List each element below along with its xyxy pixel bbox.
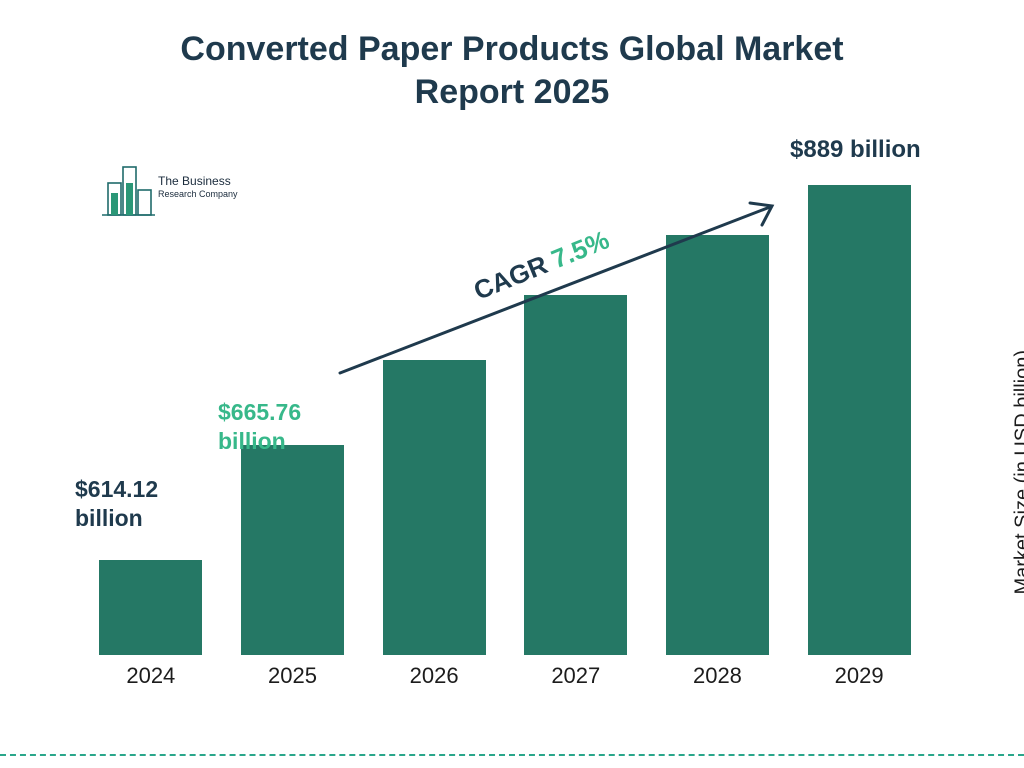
- value-label-2024: $614.12 billion: [75, 475, 158, 533]
- chart-title: Converted Paper Products Global Market R…: [0, 28, 1024, 113]
- x-category-label: 2029: [835, 663, 884, 689]
- x-category-label: 2024: [126, 663, 175, 689]
- bottom-dashed-border: [0, 754, 1024, 756]
- bar-2029: 2029: [808, 185, 911, 655]
- value-label-line1: $614.12: [75, 475, 158, 504]
- x-category-label: 2026: [410, 663, 459, 689]
- bar-rect: [99, 560, 202, 655]
- value-label-2025: $665.76 billion: [218, 398, 301, 456]
- bar-rect: [383, 360, 486, 655]
- title-line2: Report 2025: [0, 71, 1024, 114]
- x-category-label: 2028: [693, 663, 742, 689]
- x-category-label: 2027: [551, 663, 600, 689]
- trend-arrow-icon: [330, 195, 790, 385]
- bar-2025: 2025: [241, 445, 344, 655]
- value-label-line2: billion: [75, 504, 158, 533]
- y-axis-label: Market Size (in USD billion): [1012, 350, 1024, 595]
- value-label-2029: $889 billion: [790, 135, 921, 165]
- bar-2026: 2026: [383, 360, 486, 655]
- value-label-line1: $665.76: [218, 398, 301, 427]
- bar-rect: [808, 185, 911, 655]
- x-category-label: 2025: [268, 663, 317, 689]
- title-line1: Converted Paper Products Global Market: [0, 28, 1024, 71]
- value-label-line2: billion: [218, 427, 301, 456]
- bar-2024: 2024: [99, 560, 202, 655]
- value-label-line1: $889 billion: [790, 135, 921, 165]
- cagr-annotation: CAGR 7.5%: [330, 195, 790, 385]
- bar-rect: [241, 445, 344, 655]
